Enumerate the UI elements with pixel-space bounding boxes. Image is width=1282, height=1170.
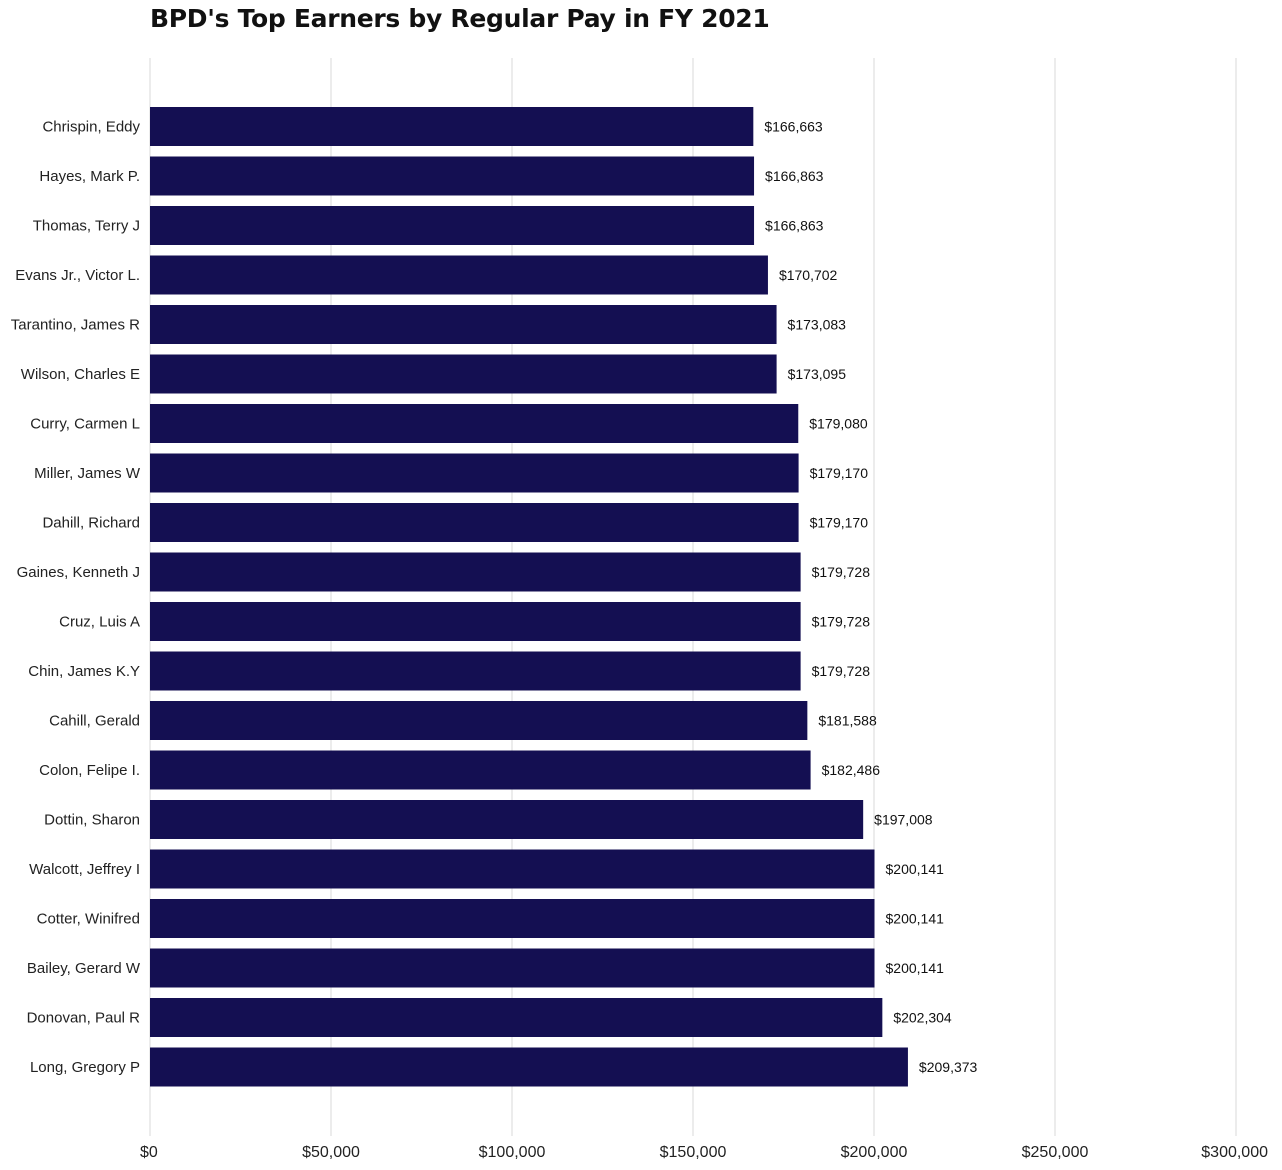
bar	[150, 305, 777, 344]
bar	[150, 849, 875, 889]
data-label: $179,170	[810, 465, 869, 481]
chart-title: BPD's Top Earners by Regular Pay in FY 2…	[150, 4, 770, 33]
x-axis-ticks: $0 $50,000 $100,000 $150,000 $200,000 $250,00…	[140, 1144, 1268, 1161]
data-label: $173,095	[788, 366, 847, 382]
data-label: $179,080	[809, 416, 868, 432]
category-label: Dottin, Sharon	[44, 812, 140, 829]
category-label: Chrispin, Eddy	[42, 119, 140, 136]
x-tick-label: $250,000	[1022, 1144, 1089, 1161]
bar	[150, 107, 754, 146]
x-tick-label: $200,000	[841, 1144, 908, 1161]
category-label: Hayes, Mark P.	[39, 168, 140, 185]
category-label: Miller, James W	[34, 465, 141, 482]
x-tick-label: $150,000	[660, 1144, 727, 1161]
bar	[150, 800, 864, 839]
category-label: Walcott, Jeffrey I	[29, 861, 140, 878]
category-label: Wilson, Charles E	[21, 366, 140, 383]
category-label: Donovan, Paul R	[27, 1010, 141, 1027]
data-label: $166,863	[765, 168, 824, 184]
category-label: Long, Gregory P	[30, 1059, 140, 1076]
category-label: Cotter, Winifred	[37, 911, 140, 928]
category-label: Colon, Felipe I.	[39, 762, 140, 779]
data-label: $181,588	[818, 713, 877, 729]
data-label: $182,486	[822, 762, 881, 778]
data-label: $179,170	[810, 515, 869, 531]
category-label: Thomas, Terry J	[33, 218, 140, 235]
category-label: Dahill, Richard	[42, 515, 140, 532]
data-label: $179,728	[812, 663, 871, 679]
bar	[150, 552, 801, 592]
x-tick-label: $50,000	[302, 1144, 360, 1161]
bar	[150, 899, 875, 938]
category-label: Cruz, Luis A	[59, 614, 140, 631]
category-label: Gaines, Kenneth J	[17, 564, 140, 581]
bar	[150, 948, 875, 988]
data-label: $200,141	[886, 911, 945, 927]
data-label: $197,008	[874, 812, 933, 828]
data-label: $173,083	[788, 317, 847, 333]
bar	[150, 701, 808, 740]
data-label: $170,702	[779, 267, 838, 283]
bar	[150, 503, 799, 542]
data-label: $202,304	[893, 1010, 952, 1026]
category-label: Evans Jr., Victor L.	[15, 267, 140, 284]
data-label: $166,663	[764, 119, 823, 135]
data-label: $209,373	[919, 1059, 978, 1075]
category-label: Tarantino, James R	[11, 317, 140, 334]
category-label: Cahill, Gerald	[49, 713, 140, 730]
bar	[150, 602, 801, 641]
data-label: $179,728	[812, 614, 871, 630]
bar	[150, 750, 811, 790]
x-tick-label: $0	[140, 1144, 158, 1161]
category-label: Bailey, Gerard W	[27, 960, 141, 977]
value-labels: $166,663 $166,863 $166,863 $170,702 $173,083…	[764, 119, 977, 1076]
category-labels: Chrispin, Eddy Hayes, Mark P. Thomas, Terr…	[11, 119, 141, 1077]
bar	[150, 998, 883, 1037]
data-label: $200,141	[886, 861, 945, 877]
x-tick-label: $100,000	[479, 1144, 546, 1161]
x-tick-label: $300,000	[1201, 1144, 1268, 1161]
bar	[150, 404, 799, 443]
data-label: $179,728	[812, 564, 871, 580]
data-label: $166,863	[765, 218, 824, 234]
bar	[150, 156, 755, 196]
bars	[150, 107, 908, 1087]
bar	[150, 354, 777, 394]
bar	[150, 651, 801, 691]
bar	[150, 255, 768, 295]
bar	[150, 453, 799, 493]
bar	[150, 206, 755, 245]
category-label: Curry, Carmen L	[30, 416, 140, 433]
data-label: $200,141	[886, 960, 945, 976]
category-label: Chin, James K.Y	[28, 663, 140, 680]
bar	[150, 1047, 908, 1087]
